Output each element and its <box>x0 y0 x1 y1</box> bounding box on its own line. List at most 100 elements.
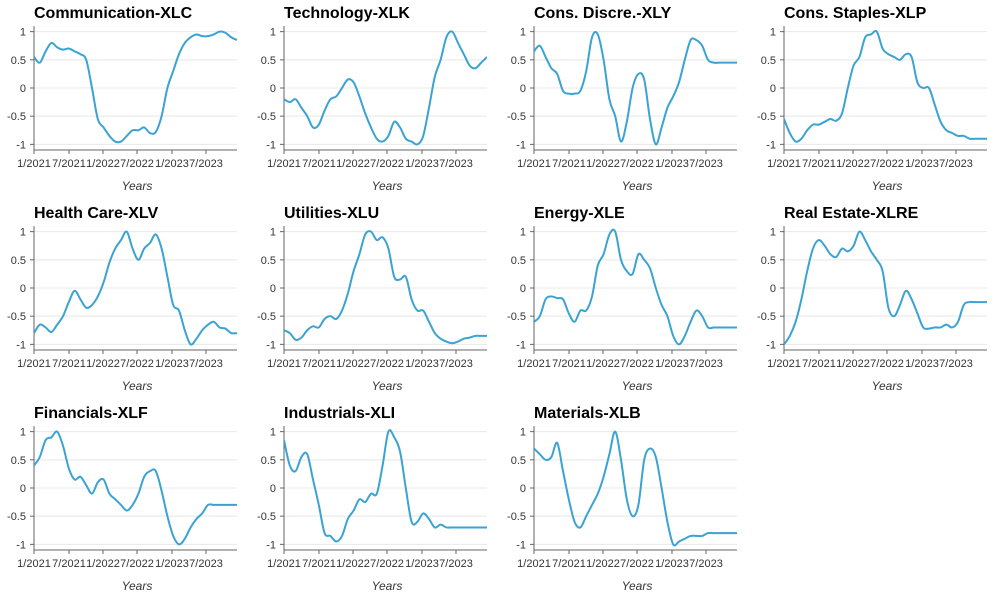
x-tick-label: 7/2022 <box>620 358 654 370</box>
x-axis-label: Years <box>372 379 403 393</box>
chart-panel: Cons. Staples-XLP 1 0.5 0 -0.5 -1 1/2021 7/2021… <box>750 0 996 200</box>
x-axis-label: Years <box>122 379 153 393</box>
x-tick-label: 1/2022 <box>336 558 370 570</box>
y-tick-label: 1 <box>770 227 776 239</box>
y-tick-label: 1 <box>270 27 276 39</box>
x-tick-label: 1/2022 <box>586 358 620 370</box>
chart-panel: Financials-XLF 1 0.5 0 -0.5 -1 1/2021 7/2021 1/2… <box>0 400 250 600</box>
chart-panel: Technology-XLK 1 0.5 0 -0.5 -1 1/2021 7/2021 1/2… <box>250 0 500 200</box>
chart-title: Industrials-XLI <box>284 405 395 422</box>
y-tick-label: -1 <box>16 539 26 551</box>
y-tick-label: -0.5 <box>7 311 26 323</box>
chart-title: Technology-XLK <box>284 5 410 22</box>
series-line <box>284 230 487 345</box>
chart-panel: Industrials-XLI 1 0.5 0 -0.5 -1 1/2021 7/2021 1/… <box>250 400 500 600</box>
y-tick-label: -0.5 <box>507 311 526 323</box>
y-tick-label: 1 <box>520 27 526 39</box>
chart-title: Financials-XLF <box>34 405 148 422</box>
x-tick-label: 1/2022 <box>86 358 120 370</box>
x-tick-label: 1/2021 <box>17 558 51 570</box>
x-tick-label: 1/2021 <box>267 158 301 170</box>
x-tick-label: 1/2022 <box>836 358 870 370</box>
y-tick-label: 0.5 <box>11 255 26 267</box>
x-tick-label: 1/2023 <box>905 358 939 370</box>
x-tick-label: 7/2023 <box>189 358 223 370</box>
x-tick-label: 1/2023 <box>655 558 689 570</box>
y-tick-label: 0.5 <box>511 55 526 67</box>
y-tick-label: 0.5 <box>261 255 276 267</box>
y-tick-label: 0.5 <box>511 255 526 267</box>
y-tick-label: -1 <box>16 339 26 351</box>
x-tick-label: 1/2023 <box>655 358 689 370</box>
x-tick-label: 1/2021 <box>17 158 51 170</box>
y-tick-label: 0 <box>20 483 26 495</box>
chart-svg: Communication-XLC 1 0.5 0 -0.5 -1 1/2021 7/2021… <box>7 5 237 193</box>
x-tick-label: 1/2021 <box>517 358 551 370</box>
x-tick-label: 1/2022 <box>836 158 870 170</box>
y-tick-label: 0.5 <box>261 455 276 467</box>
series-line <box>34 430 237 546</box>
y-tick-label: -0.5 <box>257 311 276 323</box>
x-tick-label: 7/2022 <box>620 158 654 170</box>
x-tick-label: 7/2023 <box>439 358 473 370</box>
y-tick-label: 0.5 <box>761 55 776 67</box>
x-tick-label: 7/2022 <box>120 358 154 370</box>
x-tick-label: 1/2022 <box>586 158 620 170</box>
x-tick-label: 1/2022 <box>586 558 620 570</box>
x-tick-label: 1/2023 <box>655 158 689 170</box>
x-tick-label: 1/2022 <box>86 158 120 170</box>
x-tick-label: 1/2022 <box>336 358 370 370</box>
x-tick-label: 1/2023 <box>155 158 189 170</box>
y-tick-label: -1 <box>516 339 526 351</box>
x-tick-label: 7/2023 <box>439 158 473 170</box>
y-tick-label: -1 <box>766 139 776 151</box>
chart-title: Energy-XLE <box>534 205 625 222</box>
x-tick-label: 7/2023 <box>689 358 723 370</box>
x-tick-label: 1/2023 <box>405 558 439 570</box>
series-line <box>284 30 487 146</box>
x-tick-label: 1/2023 <box>155 358 189 370</box>
x-tick-label: 1/2022 <box>86 558 120 570</box>
x-axis-label: Years <box>122 579 153 593</box>
chart-panel: Materials-XLB 1 0.5 0 -0.5 -1 1/2021 7/2021 1/20… <box>500 400 750 600</box>
x-tick-label: 1/2021 <box>267 558 301 570</box>
x-tick-label: 7/2022 <box>120 158 154 170</box>
y-tick-label: -1 <box>516 139 526 151</box>
chart-svg: Cons. Staples-XLP 1 0.5 0 -0.5 -1 1/2021 7/2021… <box>757 5 987 193</box>
x-tick-label: 1/2021 <box>767 158 801 170</box>
series-line <box>534 228 737 346</box>
y-tick-label: 0 <box>770 83 776 95</box>
x-tick-label: 7/2023 <box>189 158 223 170</box>
y-tick-label: 0 <box>270 83 276 95</box>
x-tick-label: 7/2021 <box>52 558 86 570</box>
x-tick-label: 7/2023 <box>939 158 973 170</box>
y-tick-label: 0.5 <box>761 255 776 267</box>
x-tick-label: 7/2023 <box>189 558 223 570</box>
x-tick-label: 7/2022 <box>620 558 654 570</box>
x-tick-label: 1/2023 <box>155 558 189 570</box>
x-axis-label: Years <box>872 179 903 193</box>
y-tick-label: -0.5 <box>757 311 776 323</box>
y-tick-label: -0.5 <box>257 111 276 123</box>
series-line <box>284 429 487 543</box>
y-tick-label: 0 <box>520 483 526 495</box>
y-tick-label: 1 <box>520 227 526 239</box>
chart-panel: Utilities-XLU 1 0.5 0 -0.5 -1 1/2021 7/2021 1/20… <box>250 200 500 400</box>
chart-panel: Energy-XLE 1 0.5 0 -0.5 -1 1/2021 7/2021 1/2022 7… <box>500 200 750 400</box>
y-tick-label: -0.5 <box>507 511 526 523</box>
series-line <box>534 31 737 146</box>
y-tick-label: 0 <box>520 283 526 295</box>
y-tick-label: 0 <box>20 283 26 295</box>
x-tick-label: 7/2021 <box>802 358 836 370</box>
series-line <box>34 30 237 144</box>
x-tick-label: 7/2021 <box>302 358 336 370</box>
chart-title: Materials-XLB <box>534 405 641 422</box>
x-tick-label: 1/2021 <box>267 358 301 370</box>
y-tick-label: 0.5 <box>261 55 276 67</box>
y-tick-label: 1 <box>270 427 276 439</box>
